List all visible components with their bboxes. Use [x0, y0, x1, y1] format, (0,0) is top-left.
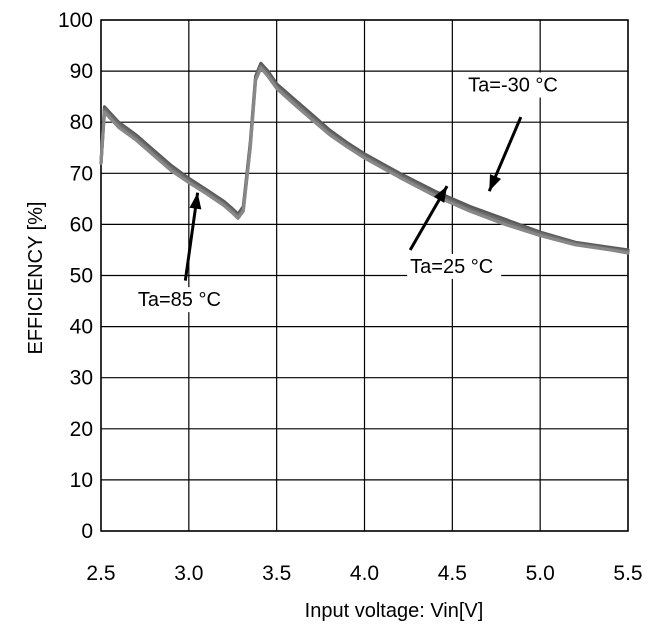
y-tick-label: 90 [70, 60, 93, 83]
annotation-label-bg-1 [465, 72, 571, 98]
y-axis-title: EFFICIENCY [%] [25, 202, 47, 355]
y-tick-label: 100 [58, 9, 93, 32]
x-tick-label: 4.5 [438, 562, 467, 585]
annotation-label-3: Ta=85 °C [138, 289, 221, 311]
x-tick-label: 5.0 [526, 562, 555, 585]
series-group [99, 61, 630, 255]
x-tick-labels: 2.5 3.0 3.5 4.0 4.5 5.0 5.5 [86, 562, 642, 585]
y-tick-label: 70 [70, 162, 93, 185]
y-tick-labels: 0 10 20 30 40 50 60 70 80 90 100 [58, 9, 93, 543]
x-tick-label: 3.0 [174, 562, 203, 585]
y-tick-label: 50 [70, 265, 93, 288]
annotation-label-bg-2 [407, 253, 502, 279]
y-tick-label: 30 [70, 367, 93, 390]
y-tick-label: 60 [70, 213, 93, 236]
annotation-arrowhead-2 [433, 186, 448, 203]
annotation-arrowhead-3 [189, 192, 202, 210]
plot-frame [100, 19, 629, 532]
x-tick-label: 4.0 [350, 562, 379, 585]
annotation-label-2: Ta=25 °C [410, 256, 493, 278]
x-axis-title: Input voltage: Vin[V] [305, 600, 484, 622]
y-tick-label: 0 [81, 520, 93, 543]
y-tick-label: 40 [70, 316, 93, 339]
x-tick-label: 2.5 [86, 562, 115, 585]
annotation-label-bg-3 [134, 287, 229, 313]
annotation-group: Ta=-30 °C Ta=25 °C Ta=85 °C [134, 72, 571, 313]
annotation-arrowhead-1 [489, 174, 502, 192]
x-tick-label: 5.5 [613, 562, 642, 585]
y-tick-label: 10 [70, 469, 93, 492]
series-line-3 [99, 66, 630, 255]
x-tick-label: 3.5 [262, 562, 291, 585]
series-line-1 [99, 61, 630, 252]
y-tick-label: 80 [70, 111, 93, 134]
y-tick-label: 20 [70, 418, 93, 441]
annotation-label-1: Ta=-30 °C [468, 75, 558, 97]
